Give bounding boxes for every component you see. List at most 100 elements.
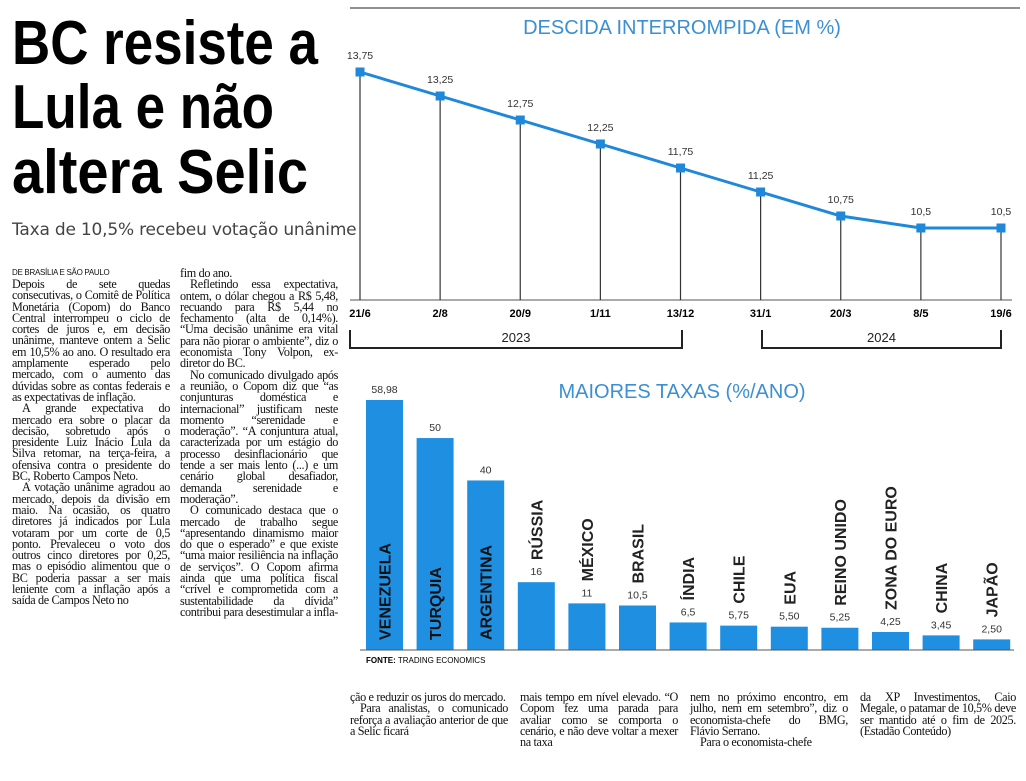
year-bracket [761,330,1002,349]
paragraph: da XP Investimentos, Caio Megale, o pata… [860,690,1016,738]
point [515,115,525,125]
point [996,223,1006,233]
paragraph: No comunicado divulgado após a reunião, … [180,367,338,506]
x-tick-label: 21/6 [349,308,370,320]
point [756,187,766,197]
headline-line: Lula e não [12,73,274,142]
point [916,223,926,233]
value-label: 5,75 [728,610,749,622]
category-label: REINO UNIDO [833,499,850,606]
value-label: 10,5 [991,206,1012,218]
paragraph: A votação unânime agradou ao mercado, de… [12,480,170,608]
category-label: MÉXICO [578,518,597,581]
bar [669,622,707,650]
category-label: CHILE [732,555,749,603]
category-label: VENEZUELA [378,543,395,640]
value-label: 13,25 [427,74,453,86]
category-label: EUA [782,570,799,604]
value-label: 11 [581,587,592,599]
value-label: 5,50 [779,611,800,623]
bar [619,605,656,650]
subtitle: Taxa de 10,5% recebeu votação unânime [12,220,357,240]
text-column: mais tempo em nível elevado. “O Copom fe… [520,690,678,774]
year-label: 2024 [867,330,896,345]
value-label: 12,75 [507,98,533,110]
value-label: 10,5 [627,589,648,601]
source-label: FONTE: [366,656,396,665]
point [355,67,365,77]
value-label: 3,45 [931,619,952,631]
bar [366,400,403,650]
bar [467,480,505,650]
year-bracket [349,330,683,349]
headline-line: altera Selic [12,138,308,207]
category-label: ÍNDIA [679,556,698,600]
text-column: da XP Investimentos, Caio Megale, o pata… [860,690,1016,774]
value-label: 13,75 [347,50,373,62]
category-label: CHINA [934,562,951,613]
x-tick-label: 31/1 [750,308,771,320]
value-label: 4,25 [880,616,901,628]
category-label: RÚSSIA [527,499,546,560]
bar [720,625,758,650]
bar [568,603,606,650]
bar [973,639,1011,650]
value-label: 50 [429,422,441,434]
paragraph: O comunicado destaca que o mercado de tr… [180,503,338,619]
value-label: 12,25 [587,122,613,134]
bar [872,631,909,650]
value-label: 11,75 [668,146,694,158]
value-label: 6,5 [681,606,696,618]
bar [416,438,454,650]
category-label: TURQUIA [428,567,445,640]
x-tick-label: 13/12 [667,308,695,320]
x-tick-label: 1/11 [590,308,611,320]
category-label: JAPÃO [982,562,1002,617]
value-label: 11,25 [748,170,774,182]
chart-title: MAIORES TAXAS (%/ANO) [558,381,805,403]
value-label: 58,98 [371,384,397,396]
source: FONTE: TRADING ECONOMICS [366,656,485,665]
x-tick-label: 20/9 [510,308,531,320]
paragraph: fim do ano. [180,266,232,280]
x-tick-label: 19/6 [990,308,1011,320]
value-label: 16 [530,566,542,578]
category-label: ARGENTINA [479,544,496,640]
paragraph: Refletindo essa expectativa, ontem, o dó… [180,277,338,371]
point [676,163,685,173]
value-label: 40 [480,464,492,476]
point [836,211,846,221]
value-label: 10,75 [828,194,854,206]
headline-line: BC resiste a [12,9,318,78]
bar [517,582,555,650]
paragraph: A grande expectativa do mercado era sobr… [12,401,170,484]
x-tick-label: 8/5 [913,308,928,320]
chart-title: DESCIDA INTERROMPIDA (EM %) [523,17,841,39]
x-tick-label: 20/3 [830,308,851,320]
x-tick-label: 2/8 [432,308,447,320]
dateline: DE BRASÍLIA E SÃO PAULO [12,268,110,277]
text-column: DE BRASÍLIA E SÃO PAULO Depois de sete qu… [12,268,170,773]
paragraph: Para analistas, o comunicado reforça a a… [350,701,508,738]
paragraph: nem no próximo encontro, em julho, nem e… [690,690,848,738]
source-text: TRADING ECONOMICS [398,656,486,665]
value-label: 10,5 [911,206,932,218]
bar [821,627,859,650]
charts: DESCIDA INTERROMPIDA (EM %) 13,75 21/6 13,2… [347,7,1020,665]
headline-block: BC resiste a Lula e não altera Selic [12,9,318,207]
paragraph: mais tempo em nível elevado. “O Copom fe… [520,690,678,750]
paragraph: ção e reduzir os juros do mercado. [350,690,506,704]
value-label: 2,50 [981,623,1002,635]
text-column: nem no próximo encontro, em julho, nem e… [690,690,848,774]
category-label: ZONA DO EURO [884,486,901,610]
point [435,91,445,101]
text-column: fim do ano. Refletindo essa expectativa, … [180,266,338,773]
value-label: 5,25 [830,612,851,624]
paragraph: Para o economista-chefe [700,735,812,750]
category-label: BRASIL [631,524,648,584]
year-label: 2023 [502,330,531,345]
text-column: ção e reduzir os juros do mercado. Para a… [350,690,508,774]
point [595,139,605,149]
paragraph: Depois de sete quedas consecutivas, o Co… [12,277,170,404]
